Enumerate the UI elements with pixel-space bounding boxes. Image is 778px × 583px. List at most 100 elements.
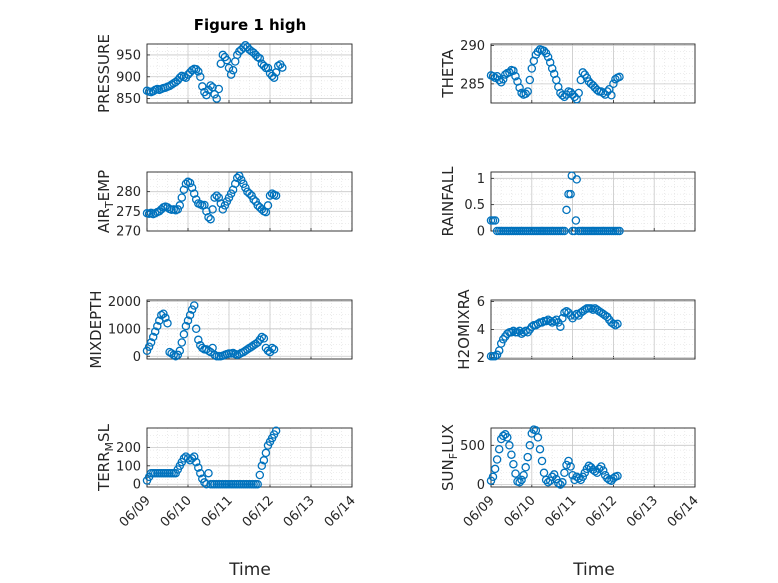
- data-point: [261, 448, 271, 458]
- data-point: [490, 351, 500, 361]
- data-point: [515, 478, 524, 487]
- data-point: [255, 54, 265, 63]
- data-point: [269, 73, 279, 82]
- data-point: [541, 316, 551, 326]
- data-point: [226, 70, 236, 79]
- y-tick-label: 500: [460, 439, 485, 454]
- data-point: [202, 90, 211, 100]
- data-point: [185, 178, 195, 188]
- data-point: [198, 82, 207, 91]
- y-tick-label: 850: [116, 92, 141, 107]
- data-point: [494, 75, 504, 85]
- data-point: [560, 226, 569, 236]
- data-point: [533, 433, 543, 442]
- data-point: [259, 61, 269, 71]
- data-point: [185, 310, 195, 320]
- data-point: [210, 350, 219, 360]
- data-point: [554, 478, 563, 488]
- y-tick-label: 6: [477, 295, 485, 310]
- data-point: [212, 191, 221, 200]
- data-point: [202, 479, 211, 489]
- data-point: [202, 345, 211, 354]
- data-point: [194, 335, 203, 345]
- data-point: [206, 81, 215, 90]
- y-tick-label: 285: [460, 77, 485, 92]
- data-point: [142, 346, 152, 356]
- y-tick-label: 1000: [108, 322, 141, 337]
- data-point: [615, 226, 624, 236]
- x-tick-label: 06/12: [240, 493, 277, 530]
- y-tick-label: 275: [116, 205, 141, 220]
- data-series: [486, 45, 624, 104]
- data-point: [527, 64, 537, 73]
- data-point: [535, 444, 545, 454]
- data-point: [210, 193, 219, 202]
- data-point: [175, 201, 185, 210]
- data-point: [257, 461, 267, 471]
- data-point: [539, 468, 549, 478]
- axes-box: [146, 171, 353, 232]
- data-point: [505, 68, 514, 77]
- y-tick-label: 0: [477, 478, 485, 493]
- y-axis-label: TERRMSL: [95, 423, 116, 492]
- axes-box: [490, 427, 696, 488]
- data-point: [232, 173, 242, 183]
- data-point: [259, 456, 269, 465]
- data-point: [494, 444, 504, 454]
- data-point: [189, 301, 199, 310]
- data-point: [490, 73, 500, 82]
- y-tick-label: 0: [133, 478, 141, 493]
- data-point: [560, 468, 569, 478]
- data-point: [492, 350, 502, 360]
- data-point: [212, 94, 221, 103]
- x-tick-label: 06/14: [665, 493, 702, 530]
- data-point: [539, 46, 549, 56]
- data-point: [208, 205, 217, 214]
- data-point: [549, 316, 559, 326]
- data-point: [574, 88, 583, 98]
- y-axis-label: PRESSURE: [95, 34, 113, 113]
- y-tick-label: 4: [477, 323, 485, 338]
- data-point: [228, 185, 238, 194]
- data-point: [611, 321, 620, 330]
- data-point: [189, 189, 199, 198]
- x-axis-label-right: Time: [572, 560, 615, 580]
- data-point: [187, 65, 197, 75]
- data-point: [216, 59, 226, 68]
- data-point: [146, 338, 156, 347]
- data-point: [273, 61, 283, 71]
- y-tick-label: 0: [133, 350, 141, 365]
- data-point: [169, 350, 178, 360]
- data-point: [265, 191, 275, 200]
- data-point: [271, 426, 281, 436]
- x-tick-label: 06/13: [281, 493, 318, 530]
- y-tick-label: 2000: [108, 295, 141, 310]
- y-tick-label: 950: [116, 48, 141, 63]
- data-point: [511, 71, 520, 81]
- data-point: [609, 79, 618, 89]
- data-point: [488, 472, 498, 482]
- y-tick-label: 900: [116, 70, 141, 85]
- data-point: [515, 83, 524, 92]
- data-point: [214, 84, 224, 94]
- data-point: [181, 321, 191, 331]
- data-point: [488, 71, 498, 81]
- data-point: [558, 478, 567, 487]
- data-point: [519, 470, 528, 480]
- data-point: [615, 72, 624, 82]
- y-tick-label: 100: [116, 459, 141, 474]
- data-point: [171, 352, 180, 361]
- data-point: [562, 205, 571, 215]
- data-point: [153, 321, 162, 331]
- data-point: [150, 327, 160, 336]
- data-point: [218, 205, 228, 214]
- data-point: [503, 433, 512, 442]
- data-point: [578, 68, 588, 77]
- data-point: [547, 472, 557, 482]
- data-point: [543, 52, 553, 62]
- data-point: [571, 216, 581, 225]
- y-tick-label: 0.5: [464, 198, 485, 213]
- data-point: [498, 74, 508, 84]
- data-point: [183, 316, 193, 325]
